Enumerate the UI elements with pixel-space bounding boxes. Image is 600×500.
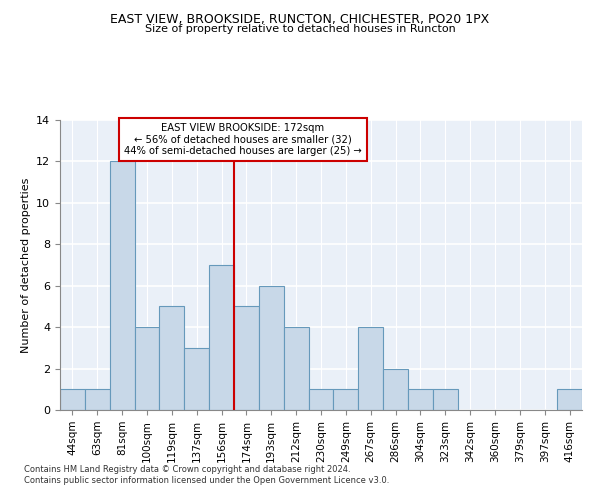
Bar (184, 348, 209, 410)
Bar (234, 306, 259, 410)
Bar (308, 390, 334, 410)
Bar (110, 162, 134, 410)
Bar (160, 306, 184, 410)
Bar (259, 286, 284, 410)
Text: EAST VIEW, BROOKSIDE, RUNCTON, CHICHESTER, PO20 1PX: EAST VIEW, BROOKSIDE, RUNCTON, CHICHESTE… (110, 12, 490, 26)
Y-axis label: Number of detached properties: Number of detached properties (20, 178, 31, 352)
Bar (433, 390, 458, 410)
Text: EAST VIEW BROOKSIDE: 172sqm
← 56% of detached houses are smaller (32)
44% of sem: EAST VIEW BROOKSIDE: 172sqm ← 56% of det… (124, 123, 362, 156)
Bar (358, 327, 383, 410)
Text: Size of property relative to detached houses in Runcton: Size of property relative to detached ho… (145, 24, 455, 34)
Bar (383, 368, 408, 410)
Text: Contains HM Land Registry data © Crown copyright and database right 2024.: Contains HM Land Registry data © Crown c… (24, 465, 350, 474)
Bar (134, 327, 160, 410)
Bar (60, 390, 85, 410)
Bar (209, 265, 234, 410)
Bar (85, 390, 110, 410)
Text: Contains public sector information licensed under the Open Government Licence v3: Contains public sector information licen… (24, 476, 389, 485)
Bar (284, 327, 308, 410)
Bar (557, 390, 582, 410)
Bar (408, 390, 433, 410)
Bar (334, 390, 358, 410)
